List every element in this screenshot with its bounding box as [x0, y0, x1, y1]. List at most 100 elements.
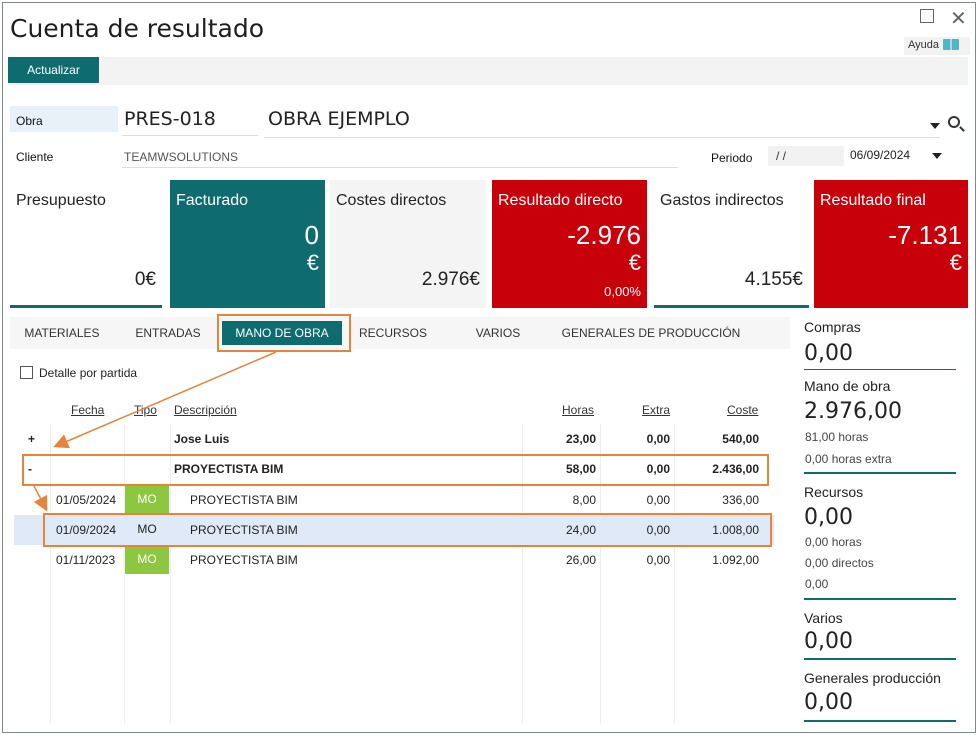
header-horas[interactable]: Horas: [562, 403, 595, 417]
table-row[interactable]: - PROYECTISTA BIM 58,00 0,00 2.436,00: [14, 454, 774, 484]
row-extra: 0,00: [646, 523, 670, 537]
kpi-title: Resultado final: [820, 192, 926, 209]
row-extra: 0,00: [646, 432, 670, 446]
cliente-label: Cliente: [16, 150, 54, 164]
close-icon[interactable]: ✕: [950, 6, 967, 30]
row-coste: 1.008,00: [712, 523, 759, 537]
header-coste[interactable]: Coste: [727, 403, 759, 417]
kpi-resultado-final: Resultado final -7.131 €: [814, 180, 968, 308]
maximize-icon[interactable]: [920, 9, 934, 23]
grid-column-divider: [170, 424, 171, 724]
periodo-label: Periodo: [711, 151, 753, 165]
row-horas: 26,00: [565, 553, 596, 567]
sidebar-divider: [804, 472, 956, 474]
sidebar-mano-obra-horas: 81,00 horas: [805, 430, 869, 444]
kpi-value: 0: [304, 220, 319, 250]
kpi-title: Resultado directo: [498, 192, 623, 209]
kpi-unit: €: [306, 250, 319, 275]
tab-recursos[interactable]: RECURSOS: [358, 326, 427, 340]
collapse-toggle[interactable]: -: [28, 462, 32, 476]
sidebar-recursos-label: Recursos: [804, 484, 864, 500]
toolbar: Actualizar: [8, 57, 968, 85]
header-tipo[interactable]: Tipo: [134, 403, 157, 417]
cliente-underline: [122, 167, 678, 168]
cliente-field[interactable]: TEAMWSOLUTIONS: [124, 150, 239, 164]
table-row[interactable]: 01/05/2024 MO PROYECTISTA BIM 8,00 0,00 …: [14, 485, 774, 515]
obra-name-underline: [264, 137, 940, 138]
table-row[interactable]: + Jose Luis 23,00 0,00 540,00: [14, 424, 774, 454]
periodo-dropdown-icon[interactable]: [932, 153, 942, 159]
grid-column-divider: [50, 424, 51, 724]
help-button[interactable]: Ayuda: [904, 37, 970, 55]
header-extra[interactable]: Extra: [642, 403, 671, 417]
row-tipo-badge: MO: [137, 522, 157, 536]
kpi-unit: €: [628, 250, 641, 275]
sidebar-divider: [804, 369, 956, 370]
sidebar-recursos-value: 0,00: [804, 505, 853, 530]
kpi-title: Presupuesto: [16, 192, 106, 209]
labor-grid: Fecha Tipo Descripción Horas Extra Coste…: [14, 394, 774, 724]
tab-mano-de-obra[interactable]: MANO DE OBRA: [222, 321, 342, 345]
kpi-costes-directos: Costes directos 2.976€: [330, 180, 486, 308]
header-fecha[interactable]: Fecha: [71, 403, 105, 417]
header-descripcion[interactable]: Descripción: [174, 403, 237, 417]
detail-checkbox[interactable]: [20, 366, 33, 379]
sidebar-varios-value: 0,00: [804, 629, 853, 654]
row-fecha: 01/11/2023: [56, 553, 116, 567]
periodo-from-field[interactable]: / /: [768, 146, 844, 166]
sidebar-mano-obra-value: 2.976,00: [804, 399, 902, 424]
row-descripcion: PROYECTISTA BIM: [174, 462, 284, 476]
kpi-value: -2.976: [567, 220, 641, 250]
kpi-value: -7.131: [888, 220, 962, 250]
kpi-underline: [10, 305, 162, 308]
kpi-value: 4.155€: [744, 269, 803, 290]
sidebar-generales-value: 0,00: [804, 690, 853, 715]
row-coste: 1.092,00: [712, 553, 759, 567]
row-coste: 2.436,00: [712, 462, 759, 476]
kpi-value: 2.976€: [421, 269, 480, 290]
obra-name-field[interactable]: OBRA EJEMPLO: [268, 108, 410, 130]
obra-label: Obra: [10, 106, 118, 132]
help-label: Ayuda: [908, 39, 939, 51]
row-horas: 23,00: [565, 432, 596, 446]
tab-varios[interactable]: VARIOS: [475, 326, 521, 340]
grid-column-divider: [600, 424, 601, 724]
obra-dropdown-icon[interactable]: [930, 123, 940, 129]
sidebar-mano-obra-label: Mano de obra: [804, 378, 891, 394]
table-row[interactable]: 01/11/2023 MO PROYECTISTA BIM 26,00 0,00…: [14, 545, 774, 575]
sidebar-divider: [804, 598, 956, 600]
sidebar-recursos-horas: 0,00 horas: [805, 535, 862, 549]
periodo-to-field[interactable]: 06/09/2024: [850, 148, 911, 162]
tab-generales-produccion[interactable]: GENERALES DE PRODUCCIÓN: [561, 326, 741, 340]
kpi-value: 0€: [134, 269, 156, 290]
obra-code-field[interactable]: PRES-018: [124, 108, 216, 130]
row-coste: 336,00: [722, 493, 759, 507]
expand-toggle[interactable]: +: [28, 432, 36, 446]
row-descripcion: PROYECTISTA BIM: [190, 523, 298, 537]
sidebar-generales-label: Generales producción: [804, 670, 941, 686]
table-row-selected[interactable]: 01/09/2024 MO PROYECTISTA BIM 24,00 0,00…: [14, 515, 774, 545]
row-fecha: 01/05/2024: [56, 493, 117, 507]
kpi-title: Facturado: [176, 192, 249, 209]
kpi-title: Gastos indirectos: [660, 192, 784, 209]
sidebar-mano-obra-extra: 0,00 horas extra: [805, 452, 892, 466]
tab-bar: MATERIALES ENTRADAS MANO DE OBRA RECURSO…: [10, 317, 790, 349]
grid-column-divider: [674, 424, 675, 724]
row-extra: 0,00: [646, 493, 670, 507]
search-icon[interactable]: [948, 116, 960, 128]
row-horas: 8,00: [572, 493, 596, 507]
kpi-presupuesto: Presupuesto 0€: [10, 180, 162, 308]
kpi-unit: €: [949, 250, 962, 275]
row-tipo-badge: MO: [125, 485, 169, 514]
row-descripcion: Jose Luis: [174, 432, 230, 446]
kpi-gastos-indirectos: Gastos indirectos 4.155€: [654, 180, 809, 308]
page-title: Cuenta de resultado: [10, 14, 265, 43]
sidebar-divider: [804, 658, 956, 660]
update-button[interactable]: Actualizar: [8, 57, 99, 83]
row-fecha: 01/09/2024: [56, 523, 117, 537]
sidebar-recursos-directos: 0,00 directos: [805, 556, 874, 570]
tab-materiales[interactable]: MATERIALES: [24, 326, 100, 340]
tab-entradas[interactable]: ENTRADAS: [135, 326, 201, 340]
row-coste: 540,00: [722, 432, 759, 446]
row-extra: 0,00: [646, 462, 670, 476]
